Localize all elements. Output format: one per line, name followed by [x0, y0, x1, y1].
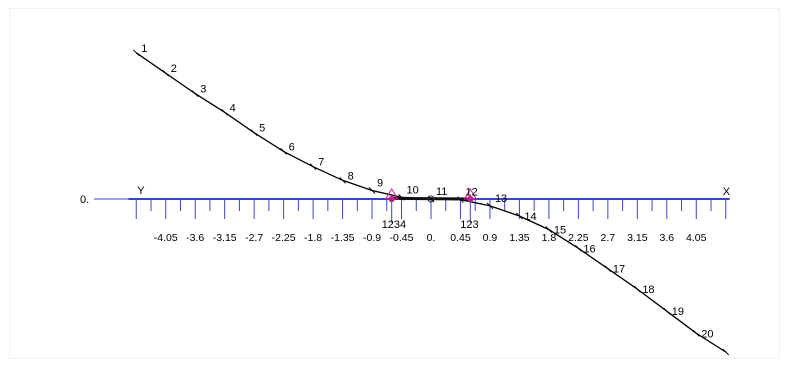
- axis-tick-labels: -4.05 -3.6 -3.15 -2.7 -2.25 -1.8 -1.35 -0.9 -0.4…: [154, 232, 707, 244]
- node-marker: [545, 226, 553, 233]
- node-marker: [575, 244, 582, 252]
- node-marker: [368, 187, 376, 194]
- point-label: 1: [141, 43, 147, 55]
- tick-label: 0.: [427, 232, 436, 244]
- x-axis-label: X: [723, 186, 731, 198]
- point-label: 16: [583, 243, 595, 255]
- node-marker: [162, 69, 170, 77]
- point-label: 11: [436, 186, 447, 198]
- node-marker: [633, 285, 641, 293]
- origin-label: 0.: [80, 194, 89, 206]
- node-marker: [604, 265, 612, 273]
- tick-label: 0.9: [483, 232, 498, 244]
- point-label: 20: [701, 328, 713, 340]
- point-label: 7: [318, 157, 324, 169]
- node-marker: [663, 307, 671, 315]
- tick-label: -2.25: [272, 232, 296, 244]
- tick-label: -1.35: [331, 232, 355, 244]
- tick-label: -0.45: [390, 232, 414, 244]
- node-marker: [221, 108, 229, 116]
- tick-label: -2.7: [245, 232, 263, 244]
- tick-label: 2.7: [601, 232, 616, 244]
- node-marker: [309, 163, 317, 171]
- tick-label: -0.9: [363, 232, 381, 244]
- tick-label: -4.05: [154, 232, 178, 244]
- node-marker: [486, 202, 494, 210]
- tick-label: 3.15: [627, 232, 648, 244]
- tick-label: 1.35: [509, 232, 530, 244]
- point-label: 6: [289, 141, 295, 153]
- point-label: 18: [642, 284, 654, 296]
- point-label: 15: [554, 225, 566, 237]
- support-label: 123: [460, 219, 478, 231]
- point-label: 13: [495, 193, 507, 205]
- point-label: 12: [465, 187, 477, 199]
- central-segment: [391, 196, 471, 201]
- tick-label: -3.6: [186, 232, 204, 244]
- node-marker: [516, 212, 523, 220]
- center-node: [427, 195, 435, 203]
- tick-label: 2.25: [568, 232, 589, 244]
- node-marker: [722, 348, 730, 356]
- node-marker: [191, 90, 199, 97]
- support-label: 1234: [382, 219, 406, 231]
- beam-deflection-diagram: -4.05 -3.6 -3.15 -2.7 -2.25 -1.8 -1.35 -0.9 -0.4…: [80, 43, 731, 356]
- point-label: 4: [230, 102, 236, 114]
- point-label: 10: [407, 184, 419, 196]
- tick-label: 3.6: [659, 232, 674, 244]
- tick-label: 0.45: [450, 232, 471, 244]
- node-marker: [250, 129, 258, 137]
- supports: 1234 123: [382, 188, 479, 231]
- axis-ticks: [135, 199, 727, 219]
- node-marker: [692, 329, 700, 337]
- point-label: 3: [200, 84, 206, 96]
- point-label: 2: [171, 63, 177, 75]
- node-marker: [339, 176, 346, 184]
- point-label: 8: [348, 170, 354, 182]
- point-label: 14: [524, 211, 536, 223]
- diagram-frame: -4.05 -3.6 -3.15 -2.7 -2.25 -1.8 -1.35 -0.9 -0.4…: [9, 8, 780, 359]
- point-label: 9: [377, 178, 383, 190]
- tick-label: 1.8: [542, 232, 557, 244]
- y-axis-label: Y: [137, 185, 145, 197]
- tick-label: -1.8: [304, 232, 322, 244]
- point-label: 5: [259, 123, 265, 135]
- deflection-curve-group: [132, 49, 730, 356]
- node-marker: [132, 49, 140, 57]
- node-marker: [280, 148, 287, 155]
- point-label: 17: [613, 264, 625, 276]
- tick-label: -3.15: [213, 232, 237, 244]
- point-label: 19: [672, 306, 684, 318]
- tick-label: 4.05: [686, 232, 707, 244]
